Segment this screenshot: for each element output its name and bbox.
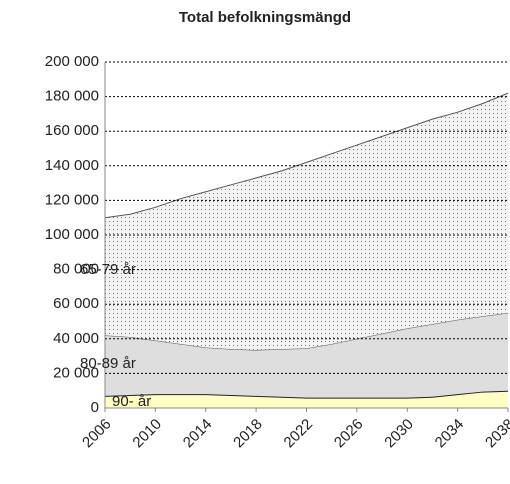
y-tick-label: 120 000 <box>45 191 99 208</box>
y-tick-label: 60 000 <box>53 295 99 312</box>
y-tick-label: 20 000 <box>53 364 99 381</box>
series-label: 65-79 år <box>80 261 136 278</box>
area-texture <box>105 93 508 351</box>
x-tick-label: 2014 <box>180 416 216 452</box>
area <box>105 312 508 398</box>
x-tick-label: 2034 <box>432 416 468 452</box>
series-label: 80-89 år <box>80 355 136 372</box>
area-edge <box>104 92 509 219</box>
y-tick-label: 180 000 <box>45 88 99 105</box>
y-tick-label: 160 000 <box>45 122 99 139</box>
x-tick-label: 2006 <box>79 416 115 452</box>
x-tick-label: 2026 <box>331 416 367 452</box>
y-tick-label: 80 000 <box>53 261 99 278</box>
x-tick-label: 2018 <box>230 416 266 452</box>
x-tick-label: 2010 <box>129 416 165 452</box>
series-label: 90- år <box>112 393 151 410</box>
y-tick-label: 200 000 <box>45 53 99 70</box>
x-tick-label: 2022 <box>281 416 317 452</box>
chart-title: Total befolkningsmängd <box>179 9 351 26</box>
y-tick-label: 40 000 <box>53 330 99 347</box>
y-tick-label: 100 000 <box>45 226 99 243</box>
y-tick-label: 140 000 <box>45 157 99 174</box>
y-tick-label: 0 <box>91 399 99 416</box>
x-tick-label: 2038 <box>482 416 510 452</box>
x-tick-label: 2030 <box>381 416 417 452</box>
